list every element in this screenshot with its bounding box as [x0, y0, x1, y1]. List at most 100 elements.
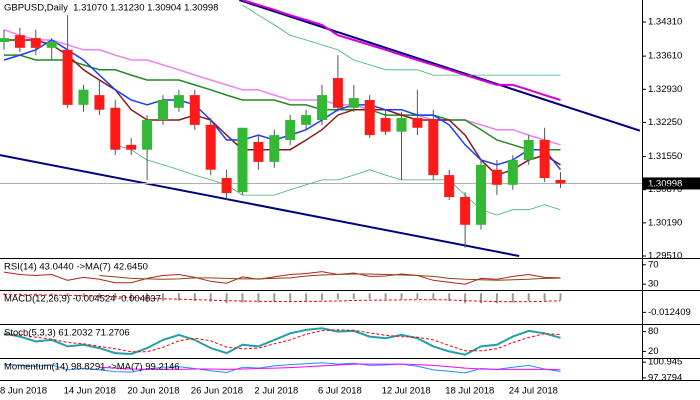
candle-body — [30, 38, 41, 48]
histogram-bar — [66, 293, 69, 297]
histogram-bar — [495, 293, 498, 304]
candle-body — [269, 135, 280, 162]
panel-title: Stoch(5,3,3) 61.2032 71.2706 — [4, 328, 130, 339]
candle-body — [173, 95, 184, 108]
y-tick-label: 20 — [648, 346, 659, 357]
candle-body — [189, 95, 200, 125]
histogram-bar — [162, 293, 164, 301]
histogram-bar — [50, 293, 53, 296]
x-tick-label: 2 Jul 2018 — [254, 386, 298, 397]
y-tick-label: 1.30870 — [648, 184, 682, 195]
indicator-line — [99, 363, 561, 371]
indicator-line — [3, 39, 562, 171]
panel-title: RSI(14) 43.0440 ->MA(7) 42.6450 — [4, 262, 148, 273]
candle-body — [539, 139, 550, 178]
candle-body — [126, 144, 137, 150]
y-tick-label: 1.31550 — [648, 151, 682, 162]
y-tick-label: 1.29510 — [648, 251, 682, 262]
panel-title: GBPUSD,Daily 1.31070 1.31230 1.30904 1.3… — [4, 3, 218, 14]
candle-body — [460, 197, 471, 225]
candle-body — [46, 41, 57, 48]
candle-body — [491, 169, 502, 185]
candle-body — [555, 179, 566, 184]
x-tick-label: 26 Jun 2018 — [191, 386, 243, 397]
histogram-bar — [384, 293, 387, 300]
histogram-bar — [241, 293, 244, 303]
indicator-line — [99, 273, 561, 281]
indicator-line — [3, 271, 561, 285]
channel-line — [0, 154, 520, 257]
indicator-line — [242, 0, 561, 101]
histogram-bar — [559, 293, 562, 301]
histogram-bar — [432, 293, 435, 300]
indicator-line — [4, 54, 561, 151]
last-price-label: 1.30998 — [648, 178, 682, 189]
y-tick-label: 1.32250 — [648, 117, 682, 128]
indicator-line — [3, 294, 561, 303]
histogram-bar — [448, 293, 451, 301]
histogram-bar — [416, 293, 419, 300]
candle-body — [14, 35, 25, 48]
histogram-bar — [225, 293, 228, 304]
candle-body — [94, 95, 105, 110]
candle-body — [444, 175, 455, 198]
y-tick-label: 1.34310 — [648, 17, 682, 28]
y-tick-label: 1.30190 — [648, 217, 682, 228]
candle-body — [285, 119, 296, 140]
last-price-box — [643, 177, 700, 190]
panel-title: Momentum(14) 98.8291 ->MA(7) 99.2146 — [4, 362, 180, 373]
histogram-bar — [273, 293, 276, 303]
candle-body — [142, 119, 153, 150]
histogram-bar — [289, 293, 292, 302]
y-tick-label: 97.3794 — [648, 372, 682, 383]
histogram-bar — [543, 293, 546, 301]
x-tick-label: 14 Jun 2018 — [64, 386, 116, 397]
y-tick-label: 70 — [648, 259, 659, 270]
y-tick-label: 30 — [648, 279, 659, 290]
x-tick-label: 24 Jul 2018 — [509, 386, 558, 397]
y-tick-label: 100.945 — [648, 357, 682, 368]
candle-body — [348, 98, 359, 108]
candle-body — [523, 139, 534, 160]
indicator-line — [4, 39, 561, 176]
candle-body — [317, 95, 327, 120]
histogram-bar — [480, 293, 482, 304]
candle-body — [507, 159, 518, 185]
histogram-bar — [177, 293, 180, 301]
histogram-bar — [146, 293, 149, 302]
histogram-bar — [305, 293, 308, 301]
indicator-line — [3, 327, 561, 356]
channel-line — [239, 0, 641, 132]
candle-body — [237, 127, 248, 193]
histogram-bar — [352, 293, 355, 300]
histogram-bar — [321, 293, 323, 301]
candle-body — [380, 118, 391, 132]
panel-title: MACD(12,26,9) -0.004524 -0.004837 — [4, 294, 161, 305]
candle-body — [412, 118, 423, 128]
candle-body — [332, 78, 343, 108]
candle-body — [476, 164, 486, 225]
candle-body — [253, 141, 264, 162]
x-tick-label: 18 Jul 2018 — [445, 386, 494, 397]
histogram-bar — [209, 293, 212, 302]
x-tick-label: 12 Jul 2018 — [382, 386, 431, 397]
histogram-bar — [3, 293, 5, 295]
histogram-bar — [527, 293, 530, 301]
candle-body — [205, 124, 216, 170]
candle-body — [0, 38, 9, 42]
histogram-bar — [368, 293, 371, 300]
indicator-line — [115, 144, 561, 216]
y-tick-label: 1.32930 — [648, 84, 682, 95]
candle-body — [428, 119, 439, 176]
candle-body — [158, 99, 168, 120]
candle-body — [301, 115, 312, 125]
histogram-bar — [511, 293, 514, 303]
y-tick-label: 80 — [648, 326, 659, 337]
y-tick-label: 1.33610 — [648, 51, 682, 62]
candle-body — [396, 118, 407, 132]
indicator-line — [242, 4, 561, 76]
histogram-bar — [336, 293, 339, 300]
indicator-line — [3, 362, 561, 374]
